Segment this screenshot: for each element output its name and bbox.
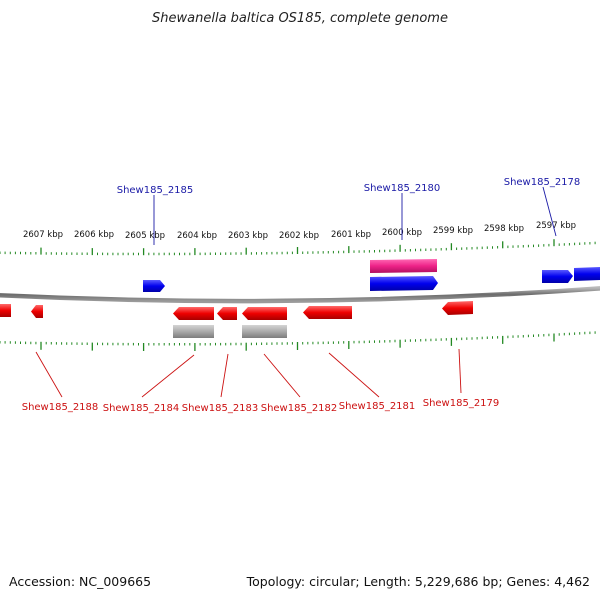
genome-stats-text: Topology: circular; Length: 5,229,686 bp…	[246, 574, 590, 589]
ruler-label: 2601 kbp	[331, 230, 371, 240]
gene-label-reverse[interactable]: Shew185_2183	[182, 403, 259, 414]
leader-line	[141, 354, 195, 398]
reverse-gene[interactable]	[217, 307, 237, 320]
reverse-gene[interactable]	[31, 305, 43, 318]
leader-line	[328, 352, 380, 398]
ruler-label: 2605 kbp	[125, 231, 165, 241]
ruler-label: 2597 kbp	[536, 221, 576, 231]
ruler-label: 2598 kbp	[484, 224, 524, 234]
forward-gene[interactable]	[574, 267, 600, 281]
gene-label-forward[interactable]: Shew185_2178	[504, 177, 581, 188]
ruler-label: 2603 kbp	[228, 231, 268, 241]
ruler-label: 2602 kbp	[279, 231, 319, 241]
ruler-ticks-inner	[0, 331, 596, 351]
label-leaders	[35, 186, 557, 398]
ruler-labels: 2607 kbp 2606 kbp 2605 kbp 2604 kbp 2603…	[23, 221, 576, 241]
rna-feature[interactable]	[370, 259, 437, 273]
ruler-label: 2604 kbp	[177, 231, 217, 241]
leader-line	[263, 353, 301, 398]
pseudo-gene[interactable]	[242, 325, 287, 338]
genome-backbone	[0, 286, 600, 304]
gene-label-forward[interactable]: Shew185_2185	[117, 185, 194, 196]
forward-gene[interactable]	[143, 280, 165, 292]
reverse-gene[interactable]	[442, 301, 473, 315]
gene-label-reverse[interactable]: Shew185_2181	[339, 401, 416, 412]
reverse-gene[interactable]	[242, 307, 287, 320]
forward-gene[interactable]	[542, 270, 573, 283]
reverse-gene[interactable]	[0, 304, 11, 317]
reverse-gene[interactable]	[303, 306, 352, 319]
gene-label-reverse[interactable]: Shew185_2188	[22, 402, 99, 413]
gene-label-reverse[interactable]: Shew185_2179	[423, 398, 500, 409]
gene-label-reverse[interactable]: Shew185_2182	[261, 403, 338, 414]
accession-text: Accession: NC_009665	[9, 574, 152, 589]
reverse-gene[interactable]	[173, 307, 214, 320]
leader-line	[35, 351, 63, 398]
gene-features	[0, 259, 600, 338]
leader-line	[458, 348, 462, 394]
ruler-label: 2606 kbp	[74, 230, 114, 240]
gene-label-forward[interactable]: Shew185_2180	[364, 183, 441, 194]
ruler-ticks-outer	[0, 239, 596, 256]
ruler-label: 2607 kbp	[23, 230, 63, 240]
ruler-label: 2599 kbp	[433, 226, 473, 236]
map-title: Shewanella baltica OS185, complete genom…	[152, 11, 448, 26]
gene-label-reverse[interactable]: Shew185_2184	[103, 403, 180, 414]
leader-line	[220, 353, 229, 398]
pseudo-gene[interactable]	[173, 325, 214, 338]
leader-line	[542, 186, 557, 237]
gene-labels: Shew185_2185 Shew185_2180 Shew185_2178 S…	[22, 177, 581, 414]
forward-gene[interactable]	[370, 276, 438, 291]
